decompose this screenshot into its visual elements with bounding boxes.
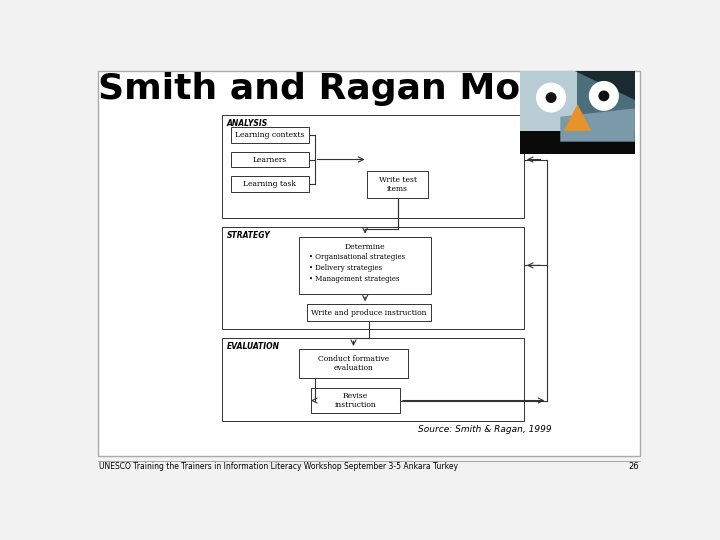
Polygon shape — [564, 104, 591, 131]
Bar — [222, 227, 524, 329]
Text: Determine: Determine — [345, 244, 385, 252]
Bar — [311, 388, 400, 413]
Text: ANALYSIS: ANALYSIS — [226, 119, 268, 127]
Text: EVALUATION: EVALUATION — [226, 342, 279, 351]
Circle shape — [589, 81, 619, 111]
Bar — [231, 152, 309, 167]
Text: Learners: Learners — [253, 156, 287, 164]
Bar — [300, 237, 431, 294]
Text: STRATEGY: STRATEGY — [226, 231, 270, 240]
Text: Write test
items: Write test items — [379, 176, 417, 193]
Bar — [231, 127, 309, 143]
Circle shape — [598, 91, 609, 102]
Bar — [222, 115, 524, 218]
Text: Source: Smith & Ragan, 1999: Source: Smith & Ragan, 1999 — [418, 425, 551, 434]
Text: • Delivery strategies: • Delivery strategies — [309, 264, 382, 272]
Bar — [300, 349, 408, 378]
Text: Smith and Ragan Model: Smith and Ragan Model — [98, 72, 582, 106]
Bar — [367, 171, 428, 198]
Polygon shape — [575, 71, 635, 100]
Text: • Organisational strategies: • Organisational strategies — [309, 253, 405, 261]
Text: 26: 26 — [628, 462, 639, 471]
Text: Learning task: Learning task — [243, 180, 296, 188]
Circle shape — [536, 83, 566, 112]
Bar — [231, 177, 309, 192]
Text: Learning contexts: Learning contexts — [235, 131, 305, 139]
Text: UNESCO Training the Trainers in Information Literacy Workshop September 3-5 Anka: UNESCO Training the Trainers in Informat… — [99, 462, 459, 471]
Bar — [577, 71, 635, 154]
Bar — [222, 338, 524, 421]
Text: Revise
instruction: Revise instruction — [335, 392, 377, 409]
Bar — [520, 71, 577, 141]
Bar — [520, 131, 635, 154]
Polygon shape — [560, 109, 635, 141]
Circle shape — [546, 92, 557, 103]
Bar — [307, 304, 431, 321]
Text: • Management strategies: • Management strategies — [309, 275, 399, 283]
Text: Write and produce instruction: Write and produce instruction — [311, 309, 427, 317]
Text: Conduct formative
evaluation: Conduct formative evaluation — [318, 355, 389, 372]
